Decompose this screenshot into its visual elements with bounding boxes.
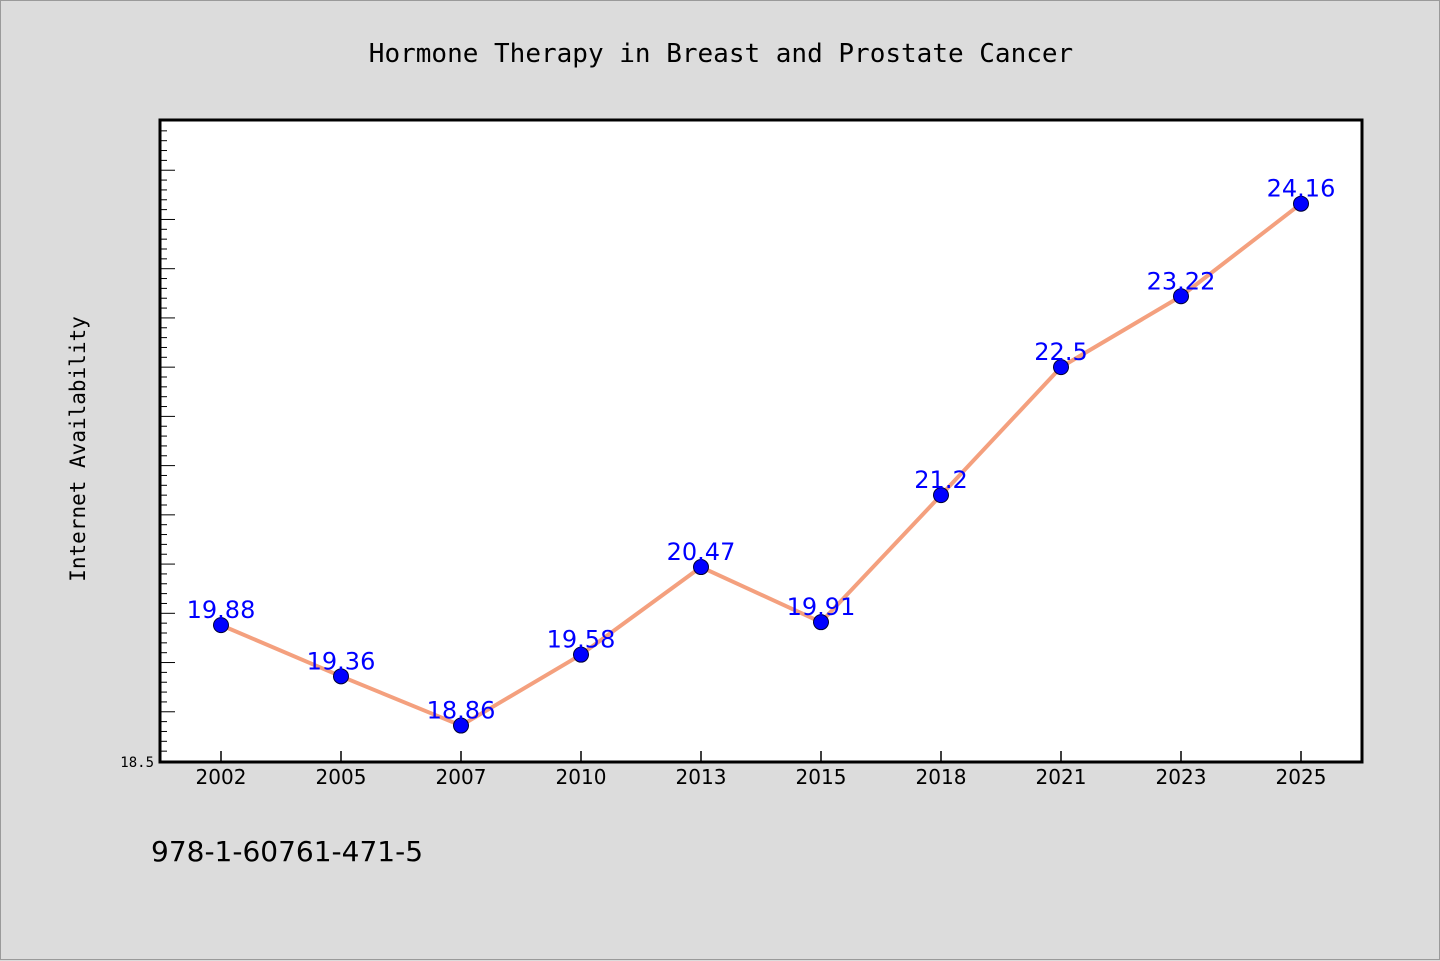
x-tick-label: 2005 bbox=[316, 765, 367, 789]
x-tick-label: 2013 bbox=[676, 765, 727, 789]
data-label: 19.88 bbox=[187, 596, 256, 624]
data-point bbox=[213, 617, 229, 634]
x-tick-label: 2023 bbox=[1156, 765, 1207, 789]
y-axis-ticks bbox=[161, 120, 175, 762]
data-label: 23.22 bbox=[1147, 267, 1216, 295]
data-label: 22.5 bbox=[1034, 338, 1087, 366]
x-tick-label: 2002 bbox=[196, 765, 247, 789]
x-tick-label: 2021 bbox=[1036, 765, 1087, 789]
x-axis-tick-labels: 2002 2005 2007 2010 2013 2015 2018 2021 2023 2025 bbox=[196, 765, 1327, 789]
data-point bbox=[813, 614, 829, 631]
data-label: 21.2 bbox=[914, 466, 967, 494]
data-point bbox=[1293, 195, 1309, 212]
data-labels: 19.88 19.36 18.86 19.58 20.47 19.91 21.2 22.5 23… bbox=[187, 175, 1336, 725]
x-tick-label: 2025 bbox=[1276, 765, 1327, 789]
data-label: 19.91 bbox=[787, 593, 856, 621]
x-tick-label: 2018 bbox=[916, 765, 967, 789]
data-point bbox=[1173, 288, 1189, 305]
x-axis-ticks bbox=[220, 751, 1302, 761]
y-tick-label: 18.5 bbox=[120, 755, 154, 771]
x-tick-label: 2007 bbox=[436, 765, 487, 789]
x-tick-label: 2015 bbox=[796, 765, 847, 789]
chart-title: Hormone Therapy in Breast and Prostate C… bbox=[369, 39, 1073, 69]
series-line bbox=[220, 202, 1303, 728]
data-point bbox=[333, 668, 349, 685]
plot-area bbox=[158, 118, 1364, 764]
data-label: 18.86 bbox=[427, 697, 496, 725]
data-point bbox=[1053, 359, 1069, 376]
data-label: 24.16 bbox=[1267, 175, 1336, 203]
data-point bbox=[573, 646, 589, 663]
data-label: 20.47 bbox=[667, 538, 736, 566]
data-point bbox=[693, 559, 709, 576]
data-point bbox=[453, 717, 469, 734]
data-point bbox=[933, 487, 949, 504]
y-axis-label: Internet Availability bbox=[66, 316, 90, 582]
data-label: 19.36 bbox=[307, 647, 376, 675]
data-label: 19.58 bbox=[547, 626, 616, 654]
footnote-isbn: 978-1-60761-471-5 bbox=[151, 835, 424, 868]
x-tick-label: 2010 bbox=[556, 765, 607, 789]
data-points bbox=[213, 195, 1309, 734]
